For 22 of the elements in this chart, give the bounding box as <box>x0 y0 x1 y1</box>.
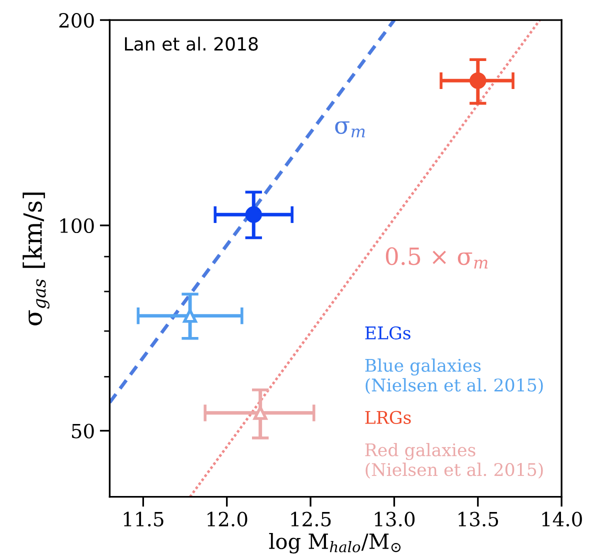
y-axis-title: σ$_{gas}$ [km/s] <box>22 192 50 326</box>
annotation: 0.5 × σ$_{m}$ <box>386 247 488 268</box>
x-axis-title: log M$_{halo}$/M$_{⊙}$ <box>269 533 401 554</box>
text: ELGs <box>365 326 410 340</box>
annotation: Lan et al. 2018 <box>125 36 258 51</box>
y-tick-label: 100 <box>60 218 94 234</box>
point <box>253 406 268 420</box>
x-tick-label: 13.0 <box>374 512 415 526</box>
x-tick-label: 13.5 <box>458 512 498 526</box>
text: LRGs <box>365 410 411 424</box>
y-tick-label: 50 <box>72 424 94 438</box>
point <box>245 206 262 223</box>
text: Blue galaxies (Nielsen et al. 2015) <box>365 358 543 394</box>
text: Red galaxies (Nielsen et al. 2015) <box>365 442 543 479</box>
x-tick-label: 11.5 <box>124 512 164 526</box>
x-tick-label: 14.0 <box>542 512 582 526</box>
x-tick-label: 12.5 <box>291 512 331 526</box>
point <box>183 308 197 323</box>
x-tick-label: 12.0 <box>208 512 248 526</box>
point <box>470 72 486 89</box>
y-tick-label: 200 <box>59 13 94 28</box>
annotation: σ$_{m}$ <box>335 121 365 138</box>
